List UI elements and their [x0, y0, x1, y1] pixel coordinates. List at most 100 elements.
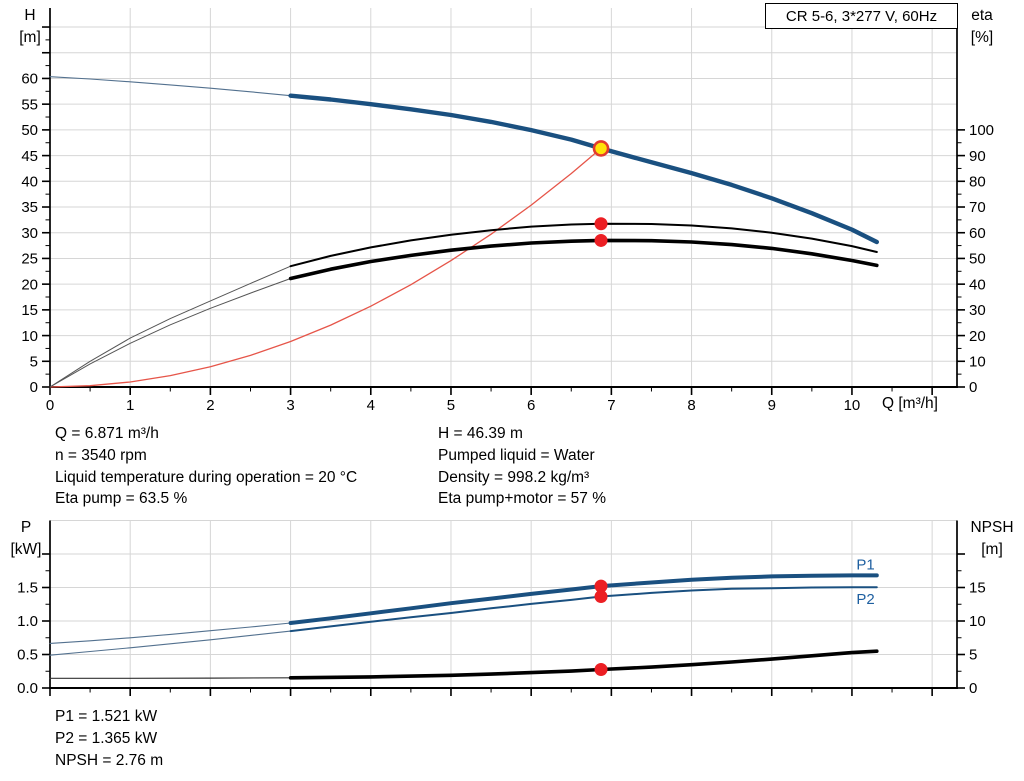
tick-label: 1: [126, 397, 134, 414]
tick-label: 35: [21, 199, 38, 216]
npsh-axis-unit: [m]: [981, 541, 1003, 558]
pump-model-box: CR 5-6, 3*277 V, 60Hz: [765, 3, 958, 29]
tick-label: 15: [21, 302, 38, 319]
ticks: [42, 553, 965, 696]
curve-label-p1: P1: [856, 557, 874, 574]
eta-pump-duty-dot: [594, 217, 608, 231]
tick-label: 10: [21, 328, 38, 345]
p1-duty-dot: [594, 579, 608, 593]
eta-axis-unit: [%]: [970, 29, 994, 46]
tick-label: 2: [206, 397, 214, 414]
npsh-duty-dot: [594, 663, 608, 677]
axes: [49, 8, 958, 388]
eta-axis-title: eta [%]: [957, 5, 1007, 49]
tick-label: 8: [687, 397, 695, 414]
tick-label: 20: [21, 276, 38, 293]
tick-label: 7: [607, 397, 615, 414]
tick-label: 10: [969, 353, 986, 370]
tick-label: 20: [969, 328, 986, 345]
npsh-curve: [288, 649, 879, 680]
tick-label: 10: [969, 613, 986, 630]
tick-label: 50: [969, 251, 986, 268]
tick-labels: 0 1 2 3 4 5 6 7 8 9 100510152025303540455055600102…: [21, 71, 994, 414]
head-curve: [288, 93, 879, 245]
info-density: Density = 998.2 kg/m³: [438, 468, 590, 486]
info-eta-pump: Eta pump = 63.5 %: [55, 490, 188, 508]
eta-pump-motor-duty-dot: [594, 233, 608, 247]
tick-label: 1.5: [17, 580, 38, 597]
p1-curve-thin: [49, 622, 292, 644]
power-axis-title: P [kW]: [3, 517, 49, 561]
tick-label: 0: [30, 379, 38, 396]
tick-label: 0.0: [17, 680, 38, 697]
duty-info-left: Q = 6.871 m³/h n = 3540 rpm Liquid tempe…: [55, 423, 357, 510]
tick-label: 0.5: [17, 647, 38, 664]
tick-label: 15: [969, 580, 986, 597]
tick-label: 5: [969, 647, 977, 664]
tick-label: 45: [21, 148, 38, 165]
pump-model-label: CR 5-6, 3*277 V, 60Hz: [785, 7, 938, 25]
npsh-axis-symbol: NPSH: [970, 519, 1014, 536]
gridlines: [50, 8, 957, 387]
tick-label: 80: [969, 174, 986, 191]
tick-label: 100: [969, 122, 994, 139]
tick-label: 30: [21, 225, 38, 242]
tick-label: 6: [527, 397, 535, 414]
p2-curve-thin: [49, 630, 292, 656]
info-pumped-liquid: Pumped liquid = Water: [438, 446, 595, 464]
info-p1: P1 = 1.521 kW: [55, 708, 158, 725]
tick-label: 60: [969, 225, 986, 242]
duty-point: [592, 140, 610, 157]
tick-label: 4: [367, 397, 375, 414]
tick-label: 0: [46, 397, 54, 414]
tick-label: 40: [969, 276, 986, 293]
tick-label: 90: [969, 148, 986, 165]
ticks: [42, 26, 965, 395]
tick-label: 0: [969, 379, 977, 396]
npsh-curve-thin: [49, 677, 292, 679]
power-axis-symbol: P: [20, 519, 32, 536]
eta-pump-motor-curve-thin: [49, 278, 292, 388]
tick-label: 5: [447, 397, 455, 414]
tick-label: 0: [969, 680, 977, 697]
info-flow: Q = 6.871 m³/h: [55, 425, 159, 442]
head-axis-title: H [m]: [8, 5, 52, 49]
tick-label: 40: [21, 174, 38, 191]
tick-label: 10: [844, 397, 861, 414]
hq-eta-chart: 0 1 2 3 4 5 6 7 8 9 100510152025303540455055600102…: [21, 8, 994, 414]
gridlines: [50, 520, 957, 688]
p1-curve: [288, 573, 879, 625]
npsh-axis-title: NPSH [m]: [963, 517, 1021, 561]
power-info: P1 = 1.521 kW P2 = 1.365 kW NPSH = 2.76 …: [55, 706, 163, 772]
head-curve-thin: [49, 76, 292, 97]
info-p2: P2 = 1.365 kW: [55, 730, 158, 747]
tick-label: 9: [768, 397, 776, 414]
flow-axis-title: Q [m³/h]: [882, 395, 938, 412]
info-eta-pump-motor: Eta pump+motor = 57 %: [438, 490, 607, 508]
power-npsh-chart: 0.0 0.5 1.0 1.5 0 5 10 15 P1 P2: [17, 520, 986, 698]
tick-labels: 0.0 0.5 1.0 1.5 0 5 10 15: [17, 580, 986, 698]
eta-axis-symbol: eta: [971, 7, 993, 24]
info-npsh: NPSH = 2.76 m: [55, 752, 164, 769]
p2-curve: [289, 586, 878, 633]
tick-label: 25: [21, 251, 38, 268]
tick-label: 60: [21, 71, 38, 88]
head-axis-symbol: H: [24, 7, 36, 24]
duty-info-right: H = 46.39 m Pumped liquid = Water Densit…: [438, 423, 606, 510]
info-head: H = 46.39 m: [438, 425, 523, 442]
tick-label: 5: [30, 353, 38, 370]
head-axis-unit: [m]: [19, 29, 41, 46]
tick-label: 70: [969, 199, 986, 216]
info-speed: n = 3540 rpm: [55, 446, 147, 464]
eta-pump-curve: [289, 222, 878, 268]
p2-duty-dot: [594, 590, 608, 604]
axes: [49, 520, 958, 689]
curve-label-p2: P2: [856, 591, 874, 608]
tick-label: 50: [21, 122, 38, 139]
tick-label: 3: [286, 397, 294, 414]
eta-pump-curve-thin: [49, 265, 292, 388]
tick-label: 55: [21, 96, 38, 113]
power-axis-unit: [kW]: [10, 541, 42, 558]
tick-label: 30: [969, 302, 986, 319]
